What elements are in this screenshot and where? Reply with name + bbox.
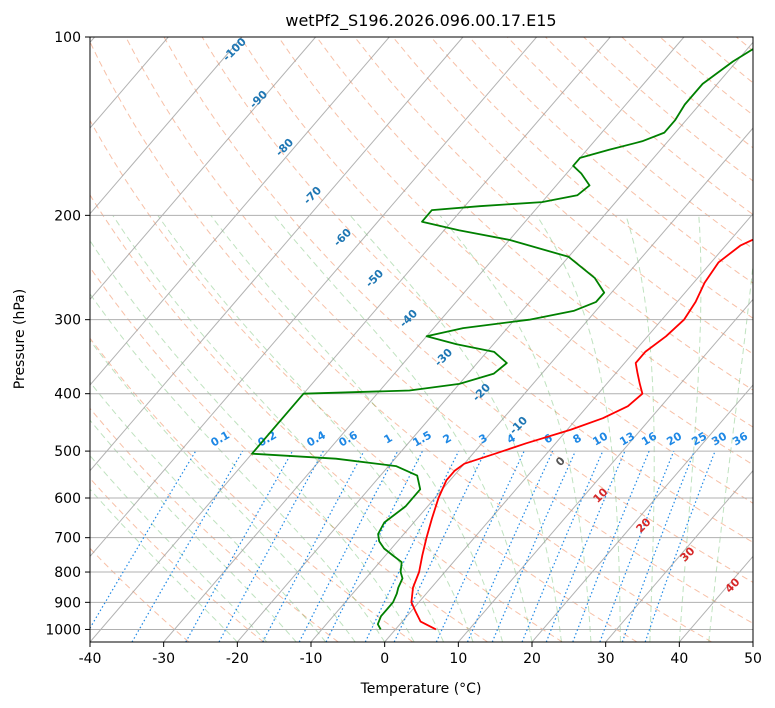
chart-title: wetPf2_S196.2026.096.00.17.E15 <box>285 11 556 31</box>
x-tick-label: -20 <box>226 651 249 667</box>
isotherm-line <box>457 298 753 642</box>
y-tick-label: 600 <box>54 491 81 507</box>
moist-adiabat-line <box>90 293 386 642</box>
isotherm-line <box>90 37 464 472</box>
plot-background <box>90 37 753 642</box>
temperature-line <box>410 238 753 631</box>
moist-adiabat-line <box>536 215 621 642</box>
moist-adiabat-line <box>708 260 753 642</box>
moist-adiabat-line <box>90 488 238 642</box>
dry-adiabat-line <box>90 194 563 642</box>
isotherm-line <box>90 37 611 642</box>
mixing-ratio-line <box>325 450 424 642</box>
dry-adiabat-line <box>90 477 264 642</box>
x-tick-label: -30 <box>152 651 175 667</box>
dry-adiabat-line <box>201 37 753 543</box>
isotherm-line <box>90 37 538 558</box>
mixing-ratio-line <box>262 450 365 642</box>
y-tick-label: 700 <box>54 531 81 547</box>
y-tick-label: 400 <box>54 387 81 403</box>
mixing-ratio-line <box>185 450 294 642</box>
y-tick-label: 200 <box>54 208 81 224</box>
y-tick-label: 300 <box>54 313 81 329</box>
moist-adiabat-line <box>90 339 356 642</box>
dry-adiabat-line <box>392 37 753 355</box>
isotherm-line <box>752 641 753 642</box>
isotherm-line <box>384 212 753 642</box>
mixing-ratio-line <box>466 450 554 642</box>
y-tick-label: 800 <box>54 565 81 581</box>
mixing-ratio-line <box>572 450 650 642</box>
y-axis-title: Pressure (hPa) <box>12 289 28 389</box>
isotherm-line <box>531 384 753 642</box>
dry-adiabat-line <box>163 37 753 583</box>
y-tick-label: 500 <box>54 444 81 460</box>
x-tick-label: 30 <box>597 651 615 667</box>
dry-adiabat-line <box>354 37 753 391</box>
moist-adiabat-line <box>273 214 533 642</box>
profile-lines <box>251 47 753 631</box>
mixing-ratio-line <box>621 450 695 642</box>
moist-adiabat-line <box>90 381 327 642</box>
x-tick-label: 10 <box>449 651 467 667</box>
y-tick-label: 1000 <box>45 622 81 638</box>
background-lines <box>90 37 753 642</box>
isotherm-line <box>236 41 753 642</box>
isotherm-line <box>90 37 317 301</box>
x-tick-label: -10 <box>300 651 323 667</box>
mixing-ratio-line <box>644 450 716 642</box>
dry-adiabat-line <box>125 37 753 624</box>
dry-adiabat-line <box>90 119 638 642</box>
dewpoint-line <box>251 47 753 630</box>
plot-frame <box>89 36 754 643</box>
isotherm-line <box>605 469 753 642</box>
moist-adiabat-line <box>112 215 445 642</box>
moist-adiabat-line <box>678 215 702 642</box>
dry-adiabat-line <box>90 547 190 642</box>
isotherm-line <box>90 37 390 386</box>
y-tick-label: 100 <box>54 30 81 46</box>
dry-adiabat-line <box>90 266 488 642</box>
mixing-ratio-line <box>364 450 460 642</box>
isotherm-line <box>90 37 243 215</box>
dry-adiabat-line <box>430 37 753 319</box>
y-tick-label: 900 <box>54 595 81 611</box>
dry-adiabat-line <box>239 37 753 504</box>
x-tick-label: -40 <box>79 651 102 667</box>
mixing-ratio-line <box>218 450 324 642</box>
axis-ticks: -40 -30 -20 -10 0 10 20 30 40 50 100 200 300 400 500 60… <box>45 30 762 667</box>
x-tick-label: 0 <box>380 651 389 667</box>
moist-adiabat-line <box>90 239 415 642</box>
x-tick-label: 50 <box>744 651 762 667</box>
mixing-ratio-line <box>599 450 675 642</box>
mixing-ratio-line <box>545 450 626 642</box>
mixing-ratio-line <box>491 450 576 642</box>
moist-adiabat-line <box>625 215 655 642</box>
x-tick-label: 40 <box>670 651 688 667</box>
x-axis-title: Temperature (°C) <box>360 681 482 697</box>
dry-adiabat-line <box>316 37 753 428</box>
moist-adiabat-line <box>210 215 503 642</box>
x-tick-label: 20 <box>523 651 541 667</box>
isotherm-line <box>310 127 753 642</box>
isotherm-line <box>163 37 685 642</box>
mixing-ratio-line <box>521 450 604 642</box>
dry-adiabat-line <box>90 407 339 642</box>
